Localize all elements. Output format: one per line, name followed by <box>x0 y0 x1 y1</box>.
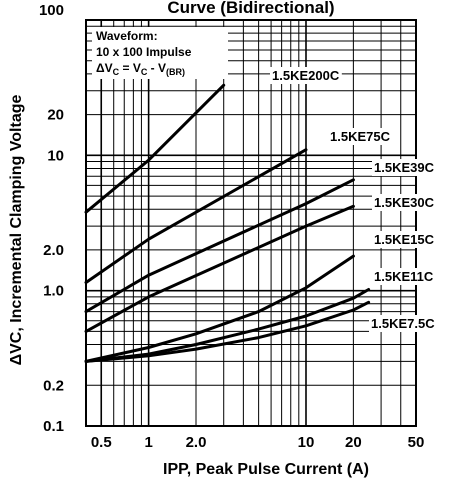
x-tick-label: 10 <box>298 434 315 451</box>
series-label: 1.5KE11C <box>374 269 434 284</box>
annotation-line: Waveform: <box>96 29 158 43</box>
y-tick-label: 0.2 <box>43 377 64 394</box>
waveform-annotation: Waveform: 10 x 100 Impulse ΔVC = VC - V(… <box>92 27 228 79</box>
annotation-formula: ΔVC = VC - V(BR) <box>96 61 185 77</box>
y-tick-label: 100 <box>39 2 64 19</box>
x-tick-label: 20 <box>345 434 362 451</box>
formula-eq: = V <box>119 61 141 75</box>
formula-minus: - V <box>147 61 166 75</box>
series-line-5 <box>84 288 371 363</box>
grid <box>86 20 416 426</box>
x-tick-label: 1 <box>144 434 152 451</box>
y-tick-label: 2.0 <box>43 242 64 259</box>
y-tick-label: 10 <box>47 147 64 164</box>
series-line-6 <box>84 300 371 363</box>
series-label-background <box>369 315 438 332</box>
series-line-0 <box>84 83 226 214</box>
x-tick-label: 50 <box>408 434 425 451</box>
annotation-line: 10 x 100 Impulse <box>96 45 192 59</box>
series-label: 1.5KE200C <box>272 68 340 83</box>
formula-dv: ΔV <box>96 61 113 75</box>
y-tick-label: 1.0 <box>43 283 64 300</box>
series-label-background <box>372 268 436 285</box>
series-label-background <box>372 231 437 248</box>
plot-area <box>85 19 417 427</box>
series-label: 1.5KE15C <box>374 232 435 247</box>
x-tick-label: 2.0 <box>186 434 207 451</box>
series-line-3 <box>84 204 355 333</box>
formula-c-sub: C <box>141 67 148 77</box>
series-layer: 1.5KE200C 1.5KE75C 1.5KE39C 1.5KE30C 1.5KE15… <box>84 67 438 363</box>
series-label: 1.5KE39C <box>374 160 435 175</box>
formula-c-sub: C <box>113 67 120 77</box>
y-tick-label: 20 <box>47 107 64 124</box>
series-line-4 <box>84 254 355 363</box>
series-label: 1.5KE7.5C <box>371 316 435 331</box>
series-label-background <box>372 159 437 176</box>
series-label-background <box>328 128 393 145</box>
y-tick-label: 0.1 <box>43 418 64 435</box>
series-line-2 <box>84 178 355 314</box>
y-tick-labels: 100 20 10 2.0 1.0 0.2 0.1 <box>39 2 64 435</box>
x-axis-label: IPP, Peak Pulse Current (A) <box>163 461 369 478</box>
series-line-1 <box>84 148 308 284</box>
y-axis-label: ΔVC, Incremental Clamping Voltage <box>8 94 25 365</box>
chart-title: Curve (Bidirectional) <box>167 0 334 17</box>
series-label-background <box>270 67 342 84</box>
series-label-background <box>372 194 437 211</box>
series-label: 1.5KE75C <box>330 129 391 144</box>
formula-br-sub: (BR) <box>166 67 185 77</box>
x-tick-label: 0.5 <box>91 434 112 451</box>
series-label: 1.5KE30C <box>374 195 435 210</box>
annotation-box <box>92 27 228 79</box>
x-tick-labels: 0.5 1 2.0 10 20 50 <box>91 434 425 451</box>
